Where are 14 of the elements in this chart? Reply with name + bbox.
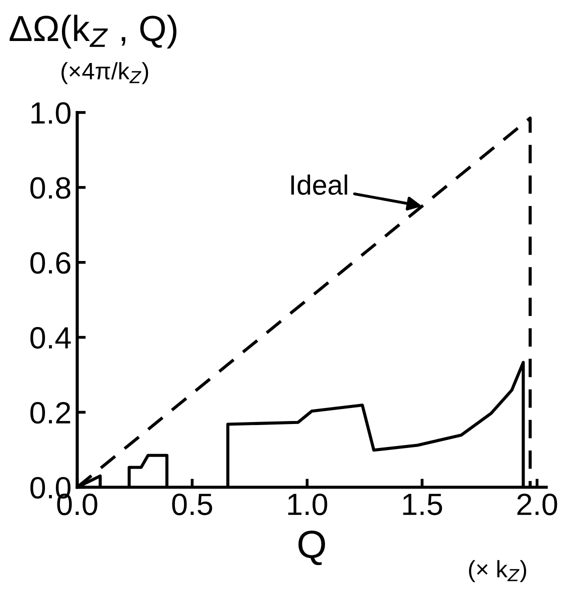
x-tick-label: 1.0 (288, 494, 328, 516)
y-tick-label: 1.0 (32, 102, 70, 124)
annotation: Ideal (291, 174, 348, 195)
y-tick-label: 0.2 (30, 402, 70, 424)
x-tick-label: 1.5 (403, 494, 442, 516)
x-axis-title: Q (298, 530, 326, 566)
y-tick-label: 0.8 (30, 177, 70, 199)
y-tick-label: 0.6 (30, 252, 70, 274)
text: (× k$_{Z}$) (469, 560, 526, 582)
y-axis-title: ΔΩ(k$_{Z}$ , Q) (10, 14, 176, 48)
y-tick-label: 0.4 (30, 327, 71, 349)
x-tick-label: 2.0 (517, 494, 558, 516)
text: (×4π/k$_{Z}$) (62, 62, 148, 84)
x-tick-label: 0.5 (172, 494, 212, 516)
